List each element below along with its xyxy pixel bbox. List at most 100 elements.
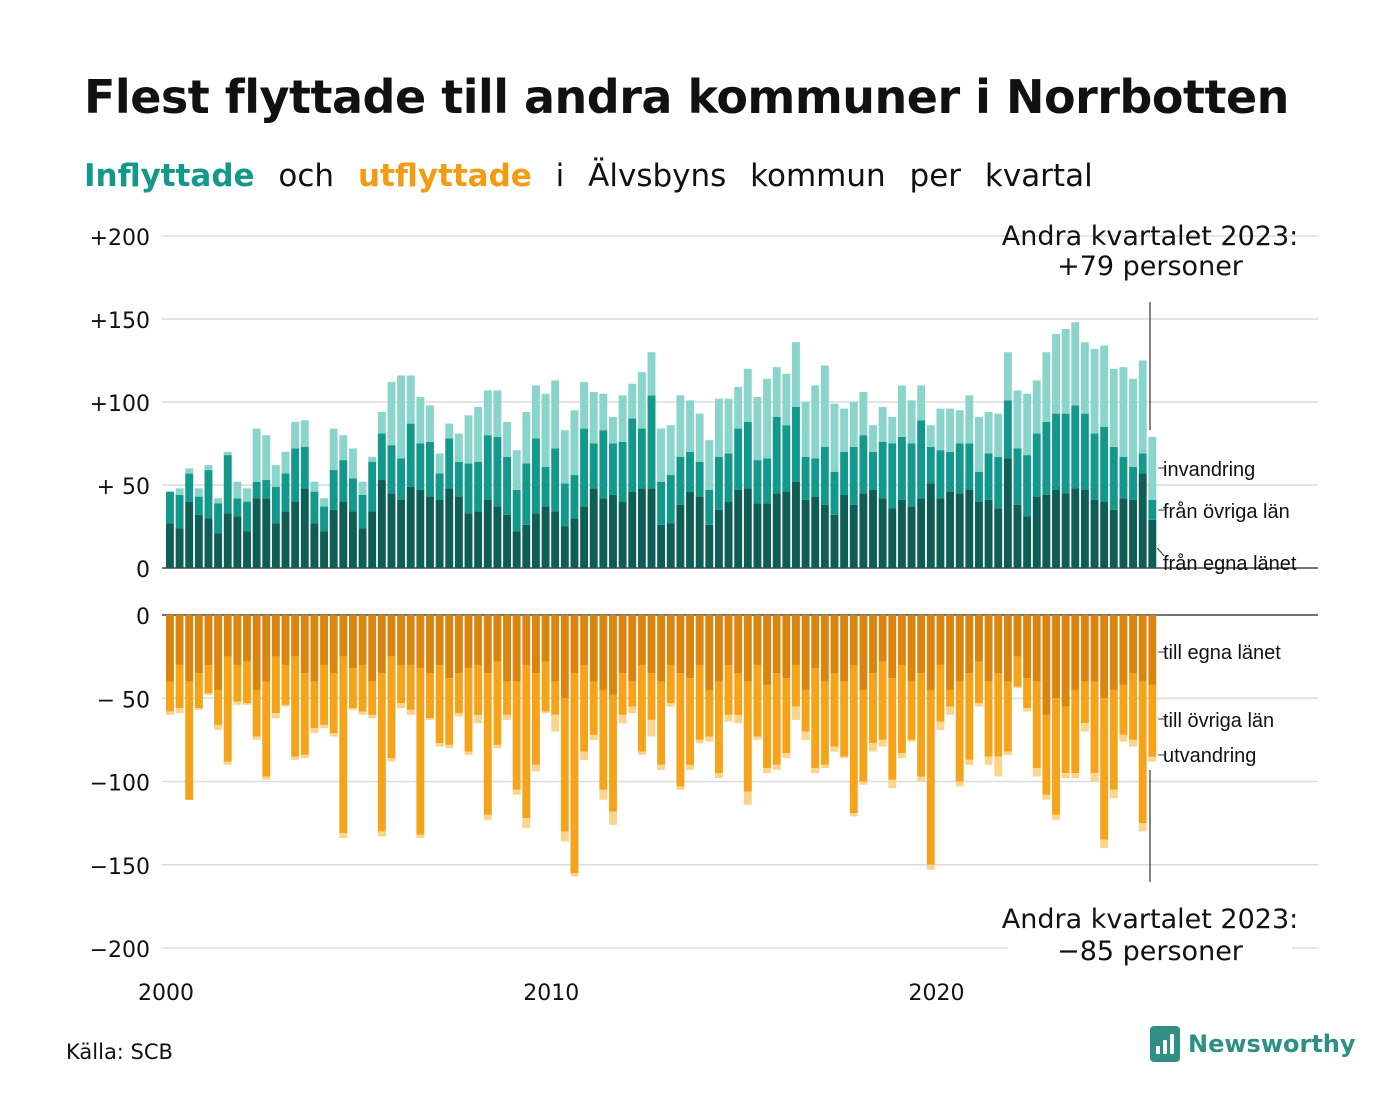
bar-out-ovriga-lan — [869, 673, 877, 744]
bar-in-invandring — [965, 395, 974, 444]
bar-in-ovriga-lan — [618, 441, 627, 502]
bar-in-ovriga-lan — [763, 458, 772, 504]
bar-in-invandring — [926, 425, 935, 447]
bar-out-egna-lanet — [811, 615, 820, 669]
bar-in-egna-lanet — [377, 480, 386, 568]
bar-in-invandring — [946, 408, 955, 452]
bar-in-egna-lanet — [1138, 473, 1147, 568]
bar-in-ovriga-lan — [503, 456, 511, 515]
bar-out-egna-lanet — [1119, 615, 1128, 685]
bar-out-egna-lanet — [830, 615, 839, 674]
bar-in-egna-lanet — [194, 514, 203, 568]
bar-in-ovriga-lan — [204, 470, 213, 519]
bar-out-utvandring — [609, 811, 617, 825]
bar-in-invandring — [955, 410, 964, 444]
bar-out-ovriga-lan — [541, 661, 550, 712]
bar-in-invandring — [358, 481, 367, 495]
bar-out-ovriga-lan — [503, 681, 511, 715]
bar-out-egna-lanet — [512, 615, 521, 682]
bar-in-egna-lanet — [869, 489, 877, 568]
bar-out-utvandring — [464, 751, 473, 755]
bar-out-egna-lanet — [493, 615, 502, 662]
bar-in-ovriga-lan — [406, 423, 415, 487]
bar-out-egna-lanet — [820, 615, 829, 682]
bar-out-ovriga-lan — [1023, 678, 1032, 709]
bar-in-ovriga-lan — [175, 494, 184, 529]
bar-out-ovriga-lan — [175, 664, 184, 709]
bar-in-invandring — [1100, 345, 1109, 427]
bar-out-egna-lanet — [965, 615, 974, 674]
bar-in-ovriga-lan — [435, 473, 444, 500]
y-tick-label-lower: −100 — [90, 772, 150, 797]
bar-in-ovriga-lan — [1109, 446, 1118, 510]
bar-in-ovriga-lan — [955, 443, 964, 494]
bar-out-egna-lanet — [753, 615, 762, 665]
bar-in-egna-lanet — [599, 498, 608, 568]
bar-in-invandring — [753, 397, 762, 461]
bar-in-egna-lanet — [840, 494, 849, 568]
bar-in-invandring — [1032, 380, 1041, 434]
bar-out-utvandring — [300, 754, 309, 759]
bar-out-ovriga-lan — [1109, 689, 1118, 790]
bar-in-invandring — [426, 405, 434, 442]
bar-out-utvandring — [1023, 708, 1032, 712]
bar-out-egna-lanet — [522, 615, 531, 665]
bar-out-utvandring — [878, 739, 887, 747]
bar-in-ovriga-lan — [609, 443, 617, 495]
bar-in-invandring — [310, 481, 319, 492]
bar-out-ovriga-lan — [1071, 689, 1080, 774]
bar-out-utvandring — [560, 831, 569, 842]
bar-out-egna-lanet — [435, 615, 444, 665]
bar-in-invandring — [695, 413, 704, 462]
bar-in-egna-lanet — [724, 501, 733, 568]
bar-out-ovriga-lan — [368, 681, 377, 715]
bar-out-egna-lanet — [897, 615, 906, 665]
bar-out-egna-lanet — [859, 615, 868, 690]
bar-out-ovriga-lan — [618, 673, 627, 715]
bar-out-ovriga-lan — [185, 681, 194, 800]
bar-out-ovriga-lan — [531, 673, 540, 765]
bar-in-ovriga-lan — [1052, 413, 1060, 490]
bar-in-egna-lanet — [859, 493, 868, 568]
bar-in-ovriga-lan — [1129, 466, 1138, 500]
bar-in-egna-lanet — [1100, 501, 1109, 568]
bar-out-egna-lanet — [657, 615, 666, 682]
bar-out-egna-lanet — [734, 615, 743, 674]
bar-out-egna-lanet — [329, 615, 338, 674]
bar-out-ovriga-lan — [657, 681, 666, 765]
bar-out-utvandring — [1032, 768, 1041, 777]
bar-in-ovriga-lan — [869, 451, 877, 490]
bar-out-egna-lanet — [888, 615, 897, 679]
bar-out-ovriga-lan — [734, 673, 743, 715]
bar-out-egna-lanet — [406, 615, 415, 665]
bar-in-ovriga-lan — [830, 471, 839, 515]
bar-out-utvandring — [541, 711, 550, 714]
bar-in-ovriga-lan — [474, 461, 483, 512]
bar-out-egna-lanet — [1003, 615, 1012, 682]
bar-out-egna-lanet — [580, 615, 589, 665]
bar-in-ovriga-lan — [965, 443, 974, 490]
bar-out-egna-lanet — [368, 615, 377, 682]
bar-in-egna-lanet — [320, 531, 328, 568]
bar-out-ovriga-lan — [1090, 681, 1099, 774]
bar-in-egna-lanet — [849, 504, 858, 568]
annotation-lower-line2: −85 personer — [1057, 936, 1244, 967]
bar-out-utvandring — [695, 739, 704, 744]
bar-in-invandring — [936, 408, 945, 451]
bar-out-ovriga-lan — [907, 681, 916, 740]
bar-in-egna-lanet — [1119, 498, 1128, 568]
bar-out-egna-lanet — [984, 615, 993, 682]
bar-out-egna-lanet — [1100, 615, 1109, 699]
bar-in-egna-lanet — [580, 506, 589, 568]
bar-in-ovriga-lan — [329, 470, 338, 510]
bar-out-egna-lanet — [426, 615, 434, 674]
bar-out-egna-lanet — [377, 615, 386, 674]
bar-out-ovriga-lan — [763, 684, 772, 769]
bar-in-ovriga-lan — [262, 480, 271, 499]
bar-out-ovriga-lan — [628, 681, 637, 707]
bar-out-ovriga-lan — [560, 698, 569, 832]
bar-in-invandring — [1090, 348, 1099, 434]
bar-in-egna-lanet — [647, 488, 656, 568]
bar-out-ovriga-lan — [830, 673, 839, 747]
bar-in-invandring — [522, 411, 531, 464]
